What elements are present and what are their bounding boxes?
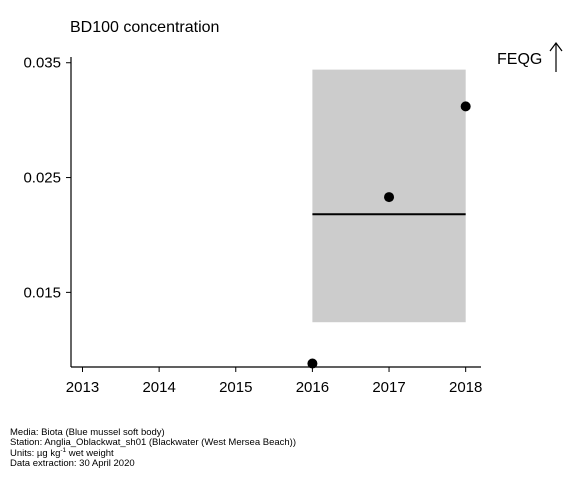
x-tick-label-2016: 2016 [296,379,329,396]
chart-title: BD100 concentration [70,19,220,36]
x-tick-label-2015: 2015 [219,379,252,396]
feqg-label: FEQG [497,51,543,68]
footer-units-prefix: Units: µg kg [10,447,61,459]
x-tick-label-2014: 2014 [142,379,175,396]
chart-footer: Media: Biota (Blue mussel soft body) Sta… [10,427,297,470]
y-tick-label-1: 0.015 [23,284,61,301]
footer-media: Media: Biota (Blue mussel soft body) [10,427,165,438]
data-point-2 [384,192,395,203]
footer-units: Units: µg kg-1 wet weight [10,446,296,459]
data-point-3 [460,101,471,112]
x-tick-label-2017: 2017 [372,379,405,396]
up-arrow-icon [549,42,563,72]
x-tick-label-2018: 2018 [449,379,482,396]
data-point-1 [307,358,318,369]
y-tick-label-2: 0.025 [23,170,61,187]
y-tick-label-3: 0.035 [23,55,61,72]
x-tick-label-2013: 2013 [66,379,99,396]
footer-extraction: Data extraction: 30 April 2020 [10,458,135,470]
footer-units-sup: -1 [60,446,67,454]
footer-station: Station: Anglia_Oblackwat_sh01 (Blackwat… [10,437,297,449]
footer-units-suffix: wet weight [66,447,114,459]
